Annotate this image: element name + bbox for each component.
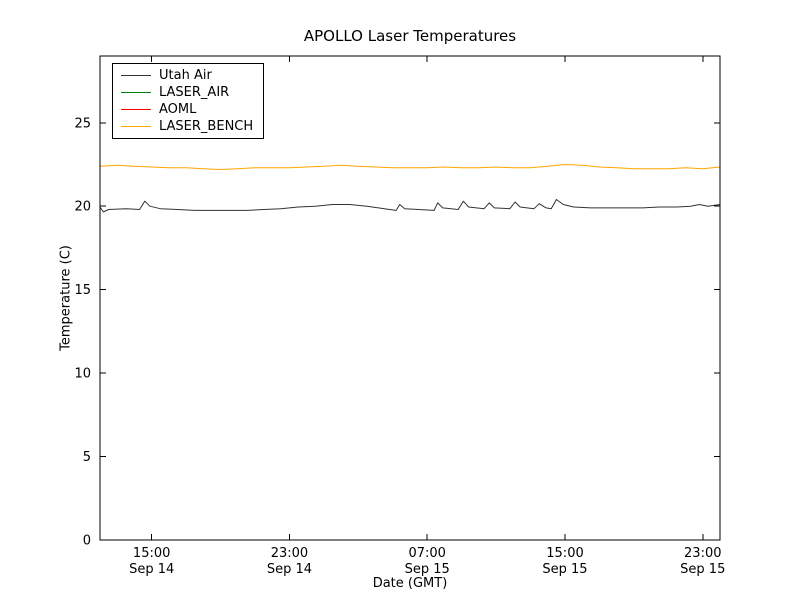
series-line-utah-air xyxy=(99,199,721,213)
legend-item-utah-air: Utah Air xyxy=(121,67,253,84)
x-tick-date-label: Sep 14 xyxy=(267,562,312,577)
y-tick-label: 25 xyxy=(74,116,91,131)
legend-label: Utah Air xyxy=(159,68,212,83)
y-tick-label: 10 xyxy=(74,367,91,382)
x-tick-time-label: 15:00 xyxy=(546,546,583,561)
chart-title: APOLLO Laser Temperatures xyxy=(303,27,517,45)
x-tick-time-label: 15:00 xyxy=(133,546,170,561)
x-tick-date-label: Sep 15 xyxy=(542,562,587,577)
legend-label: LASER_AIR xyxy=(159,85,230,100)
legend-swatch-laser-air xyxy=(121,92,151,93)
legend-item-laser-bench: LASER_BENCH xyxy=(121,118,253,135)
x-tick-time-label: 23:00 xyxy=(271,546,308,561)
y-tick-label: 15 xyxy=(74,283,91,298)
legend-swatch-aoml xyxy=(121,109,151,110)
series-line-laser-bench xyxy=(99,164,721,170)
legend-label: LASER_BENCH xyxy=(159,119,254,134)
x-tick-date-label: Sep 15 xyxy=(405,562,450,577)
x-tick-date-label: Sep 15 xyxy=(680,562,725,577)
x-axis-label: Date (GMT) xyxy=(372,576,448,591)
legend-item-laser-air: LASER_AIR xyxy=(121,84,253,101)
legend-label: AOML xyxy=(159,102,197,117)
legend-item-aoml: AOML xyxy=(121,101,253,118)
legend: Utah Air LASER_AIR AOML LASER_BENCH xyxy=(112,63,265,139)
x-tick-date-label: Sep 14 xyxy=(129,562,174,577)
legend-swatch-laser-bench xyxy=(121,126,151,127)
y-axis-label: Temperature (C) xyxy=(58,245,74,351)
y-tick-label: 0 xyxy=(83,534,91,549)
plot-border xyxy=(99,55,721,541)
x-tick-time-label: 23:00 xyxy=(684,546,721,561)
y-tick-label: 20 xyxy=(74,200,91,215)
y-tick-label: 5 xyxy=(83,450,91,465)
x-tick-time-label: 07:00 xyxy=(408,546,445,561)
legend-swatch-utah-air xyxy=(121,75,151,76)
